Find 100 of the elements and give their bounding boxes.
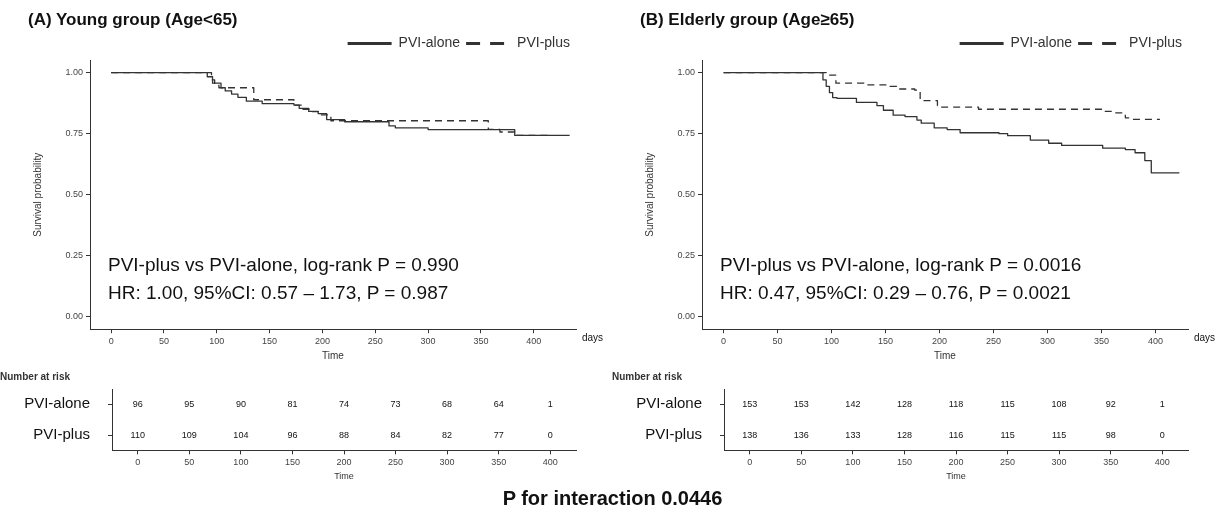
x-tick-label: 50 — [796, 457, 807, 468]
annotation: PVI-plus vs PVI-alone, log-rank P = 0.0016 — [720, 254, 1082, 276]
data-label: 108 — [1051, 398, 1067, 409]
x-tick-label: 50 — [184, 457, 195, 468]
data-label: 138 — [742, 429, 758, 440]
x-axis-title: Time — [322, 349, 345, 361]
x-tick-label: 250 — [986, 336, 1002, 347]
text: P for interaction 0.0446 — [501, 486, 724, 511]
x-tick-label: 200 — [314, 336, 330, 347]
x-tick-label: 200 — [336, 457, 352, 468]
data-label: 128 — [896, 398, 912, 409]
data-label: 82 — [442, 429, 453, 440]
data-label: 81 — [287, 398, 298, 409]
data-label: 118 — [948, 398, 964, 409]
x-tick-label: 150 — [896, 457, 912, 468]
x-tick-label: 350 — [1103, 457, 1119, 468]
data-label: 0 — [547, 429, 553, 440]
data-label: 88 — [338, 429, 350, 440]
x-tick-label: 250 — [1000, 457, 1016, 468]
data-label: 136 — [793, 429, 809, 440]
annotation: HR: 0.47, 95%CI: 0.29 – 0.76, P = 0.0021 — [720, 282, 1071, 304]
y-tick-label: PVI-plus — [33, 425, 90, 443]
x-tick-label: 50 — [158, 336, 169, 347]
data-label: 68 — [442, 398, 453, 409]
y-tick-label: 0.75 — [677, 128, 695, 139]
data-label: 77 — [493, 429, 504, 440]
y-axis-title: Survival probability — [31, 152, 43, 237]
x-tick-label: 250 — [367, 336, 383, 347]
x-tick-label: 300 — [1040, 336, 1056, 347]
x-axis-title: Time — [334, 471, 354, 482]
legend-label: PVI-plus — [517, 34, 571, 51]
data-label: 104 — [233, 429, 249, 440]
x-tick-label: 0 — [721, 336, 727, 347]
data-label: 133 — [845, 429, 861, 440]
data-label: 115 — [1000, 398, 1015, 409]
y-axis-title: Survival probability — [643, 152, 655, 237]
x-tick-label: 150 — [878, 336, 894, 347]
x-tick-label: 0 — [135, 457, 141, 468]
x-tick-label: 150 — [262, 336, 278, 347]
data-label: 64 — [493, 398, 504, 409]
y-tick-label: 1.00 — [677, 67, 695, 78]
x-tick-label: 200 — [932, 336, 948, 347]
x-tick-label: 50 — [772, 336, 783, 347]
chart-title: Number at risk — [0, 370, 71, 382]
data-label: 96 — [132, 398, 143, 409]
legend-label: PVI-alone — [398, 34, 461, 51]
x-tick-label: 150 — [284, 457, 300, 468]
x-axis-title: Time — [946, 471, 966, 482]
annotation: HR: 1.00, 95%CI: 0.57 – 1.73, P = 0.987 — [108, 282, 449, 304]
x-tick-label: 400 — [1154, 457, 1170, 468]
x-tick-label: 400 — [1148, 336, 1164, 347]
data-label: 153 — [742, 398, 758, 409]
data-label: 84 — [390, 429, 401, 440]
chart-title: (B) Elderly group (Age≥65) — [640, 9, 855, 29]
y-tick-label: 0.00 — [65, 311, 83, 322]
x-tick-label: 300 — [1051, 457, 1067, 468]
y-tick-label: 0.50 — [677, 189, 695, 200]
y-tick-label: 1.00 — [65, 67, 83, 78]
chart-title: Number at risk — [612, 370, 683, 382]
annotation: PVI-plus vs PVI-alone, log-rank P = 0.990 — [108, 254, 459, 276]
x-tick-label: 200 — [948, 457, 964, 468]
x-tick-label: 300 — [420, 336, 436, 347]
x-tick-label: 300 — [439, 457, 455, 468]
x-axis-title: Time — [934, 349, 957, 361]
x-tick-label: 250 — [388, 457, 404, 468]
data-label: 90 — [235, 398, 246, 409]
y-tick-label: 0.75 — [65, 128, 83, 139]
data-label: 115 — [1000, 429, 1015, 440]
chart-title: (A) Young group (Age<65) — [28, 9, 238, 29]
data-label: 142 — [845, 398, 861, 409]
y-tick-label: 0.25 — [677, 250, 695, 261]
x-tick-label: 400 — [542, 457, 558, 468]
legend-label: PVI-plus — [1129, 34, 1183, 51]
data-label: 92 — [1105, 398, 1116, 409]
text: days — [1194, 331, 1216, 343]
data-label: 96 — [287, 429, 298, 440]
x-tick-label: 350 — [473, 336, 489, 347]
y-tick-label: 0.25 — [65, 250, 83, 261]
data-label: 1 — [547, 398, 553, 409]
x-tick-label: 0 — [747, 457, 753, 468]
x-tick-label: 400 — [526, 336, 542, 347]
data-label: 110 — [130, 429, 145, 440]
x-tick-label: 0 — [108, 336, 114, 347]
data-label: 95 — [184, 398, 195, 409]
data-label: 1 — [1159, 398, 1165, 409]
y-tick-label: 0.50 — [65, 189, 83, 200]
data-label: 74 — [338, 398, 350, 409]
legend-label: PVI-alone — [1010, 34, 1073, 51]
x-tick-label: 100 — [845, 457, 861, 468]
y-tick-label: 0.00 — [677, 311, 695, 322]
data-label: 0 — [1159, 429, 1165, 440]
data-label: 128 — [896, 429, 912, 440]
x-tick-label: 350 — [1094, 336, 1110, 347]
data-label: 153 — [793, 398, 809, 409]
data-label: 98 — [1105, 429, 1116, 440]
x-tick-label: 350 — [491, 457, 507, 468]
data-label: 116 — [948, 429, 964, 440]
x-tick-label: 100 — [233, 457, 249, 468]
x-tick-label: 100 — [209, 336, 225, 347]
y-tick-label: PVI-alone — [24, 394, 90, 412]
